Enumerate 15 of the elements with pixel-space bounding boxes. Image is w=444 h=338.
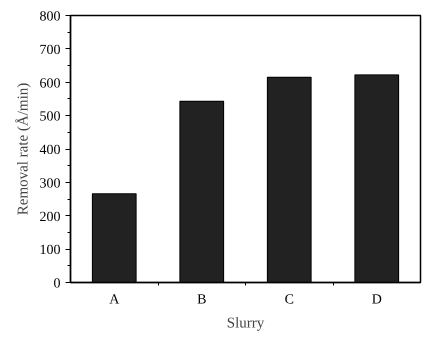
x-tick-label: C: [284, 292, 294, 308]
x-tick-label: D: [372, 292, 382, 308]
y-tick-label: 800: [40, 10, 60, 24]
y-tick-label: 200: [40, 210, 60, 225]
y-tick-label: 400: [40, 143, 60, 158]
x-tick-label: B: [197, 292, 206, 308]
y-tick-label: 300: [40, 176, 60, 192]
x-axis-title: Slurry: [226, 316, 265, 332]
y-tick-label: 700: [40, 42, 60, 58]
y-tick-label: 600: [40, 76, 60, 92]
y-tick-label: 100: [40, 243, 60, 258]
y-axis-title: Removal rate (Å/min): [14, 82, 32, 216]
y-tick-label: 0: [54, 276, 60, 292]
y-tick-label: 500: [40, 110, 60, 125]
x-tick-label: A: [109, 292, 120, 308]
